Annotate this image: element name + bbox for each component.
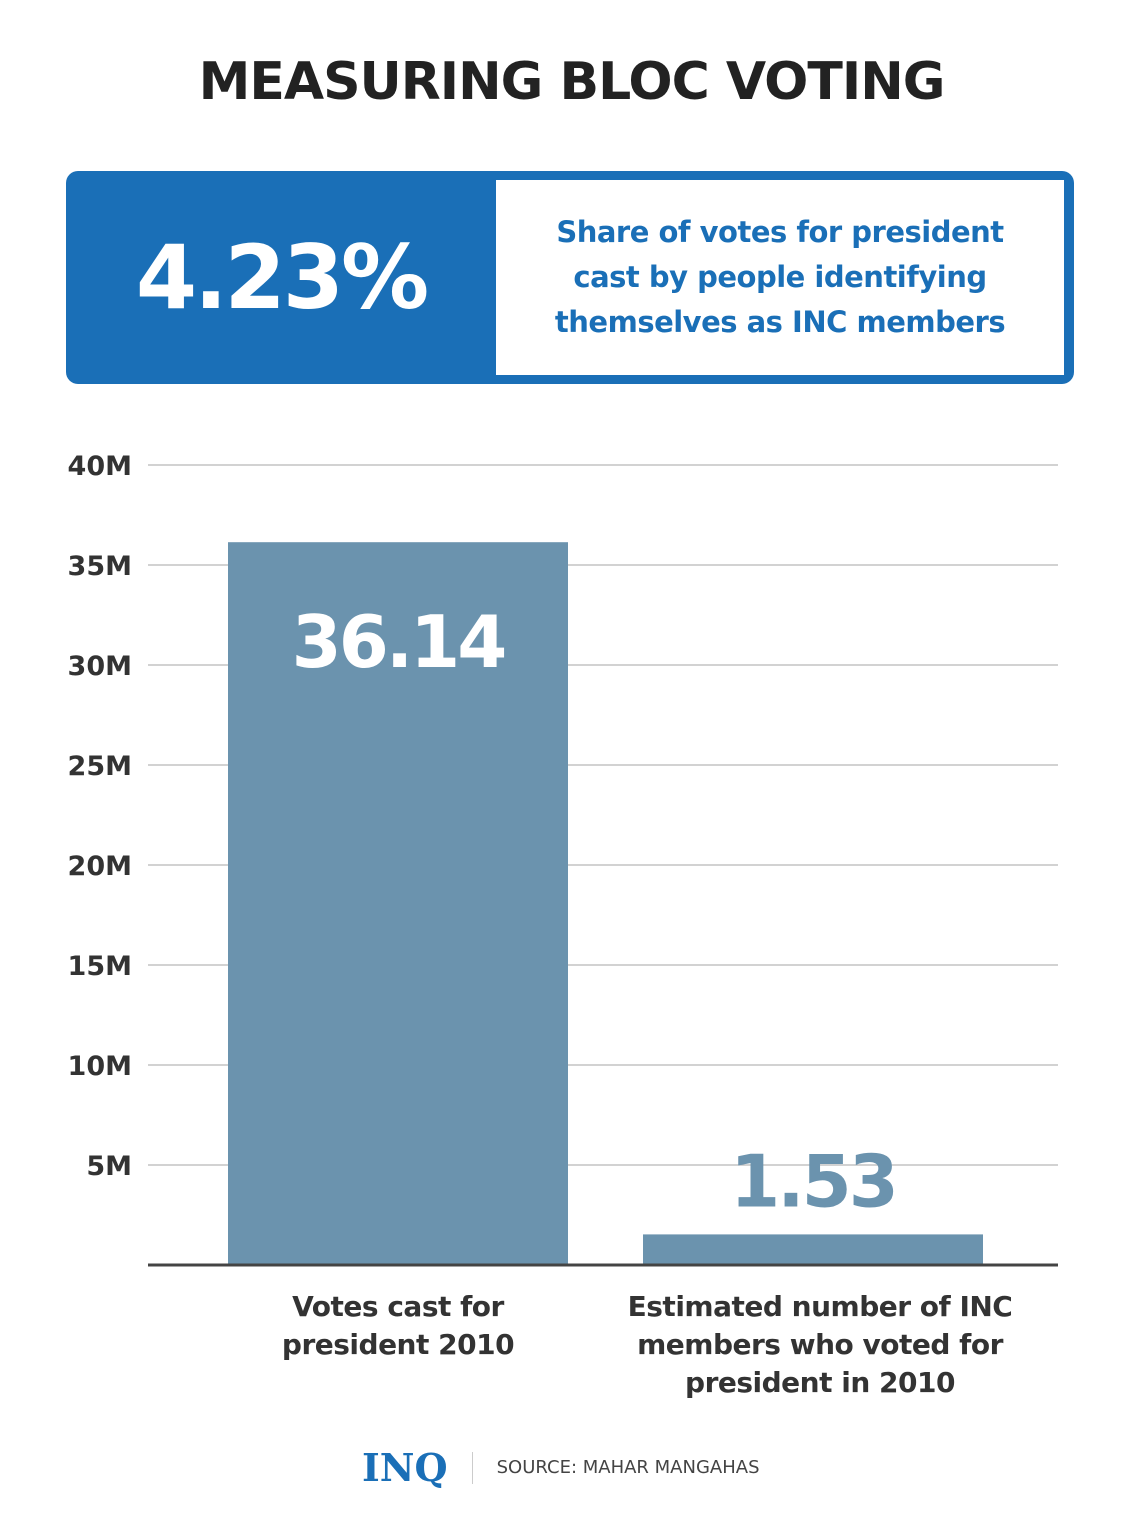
page-title: MEASURING BLOC VOTING [198, 52, 946, 112]
highlight-description: Share of votes for president cast by peo… [496, 180, 1064, 375]
category-label-line: Votes cast for [292, 1290, 504, 1323]
description-line: cast by people identifying [573, 260, 987, 294]
inq-logo: INQ [362, 1445, 448, 1490]
description-line: Share of votes for president [556, 215, 1004, 249]
category-label-line: president in 2010 [685, 1366, 955, 1399]
category-label-line: president 2010 [281, 1328, 515, 1361]
y-tick-label: 25M [68, 751, 132, 782]
data-label: 1.53 [730, 1139, 896, 1223]
data-label: 36.14 [292, 600, 505, 684]
y-tick-label: 10M [68, 1051, 132, 1082]
footer: INQ SOURCE: MAHAR MANGAHAS [362, 1445, 760, 1490]
category-label-line: Estimated number of INC [627, 1290, 1013, 1323]
highlight-value: 4.23% [135, 226, 429, 329]
category-label: Estimated number of INC members who vote… [610, 1288, 1030, 1402]
category-label-line: members who voted for [637, 1328, 1003, 1361]
bar [643, 1234, 983, 1265]
y-tick-label: 30M [68, 651, 132, 682]
description-line: themselves as INC members [554, 305, 1006, 339]
y-tick-label: 40M [68, 451, 132, 482]
highlight-box: 4.23% Share of votes for president cast … [66, 171, 1074, 384]
y-tick-label: 5M [86, 1151, 132, 1182]
y-tick-label: 35M [68, 551, 132, 582]
y-tick-label: 20M [68, 851, 132, 882]
bar [228, 542, 568, 1265]
category-label: Votes cast for president 2010 [228, 1288, 568, 1364]
source-text: SOURCE: MAHAR MANGAHAS [496, 1457, 760, 1478]
divider [471, 1451, 473, 1484]
y-tick-label: 15M [68, 951, 132, 982]
